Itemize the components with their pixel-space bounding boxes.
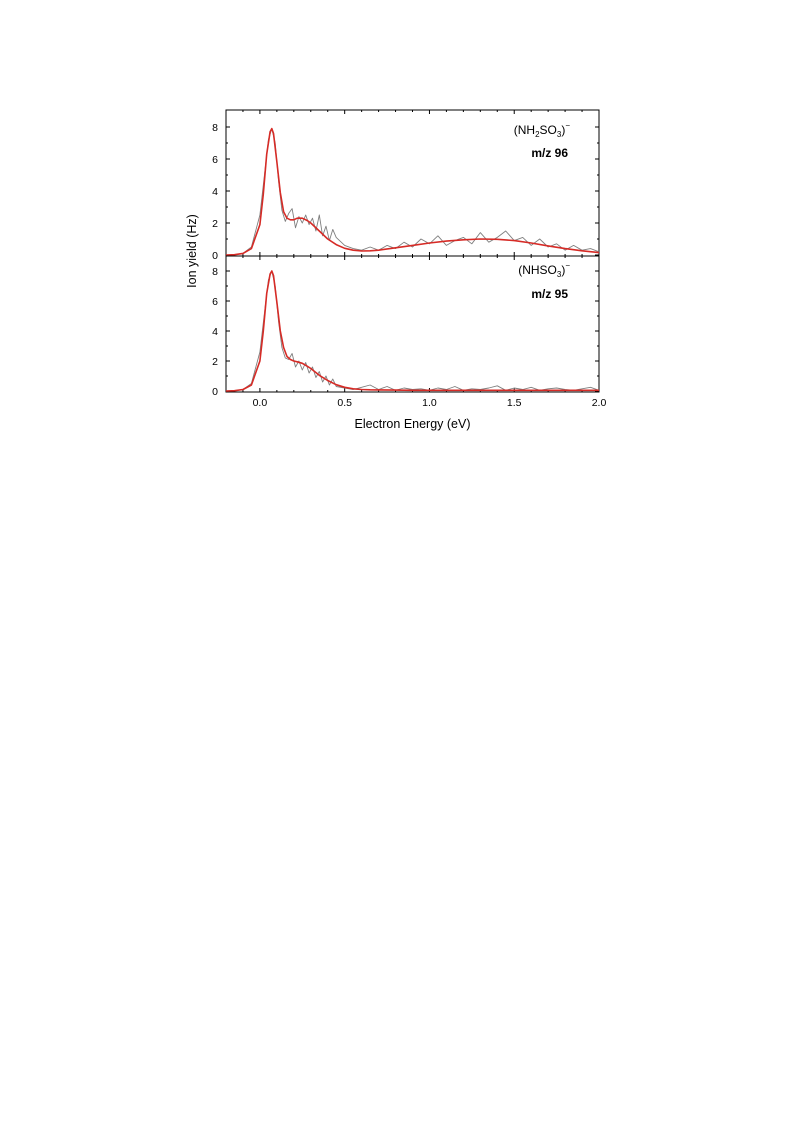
y-tick-label: 0 — [212, 386, 218, 398]
series-fit-line — [225, 127, 600, 256]
y-tick-label: 6 — [212, 296, 218, 308]
y-tick-label: 4 — [212, 186, 218, 198]
mz-label: m/z 96 — [531, 146, 568, 160]
x-axis-title: Electron Energy (eV) — [354, 417, 470, 431]
y-tick-label: 6 — [212, 154, 218, 166]
ion-label-text: ) — [561, 263, 565, 277]
ion-label-subscript: 2 — [535, 130, 540, 139]
x-tick-label: 0.5 — [337, 397, 352, 409]
x-tick-label: 1.0 — [422, 397, 437, 409]
y-tick-label: 2 — [212, 356, 218, 368]
ion-label-subscript: 3 — [557, 130, 562, 139]
y-tick-label: 8 — [212, 122, 218, 134]
ion-label-text: SO — [540, 123, 557, 137]
x-tick-label: 2.0 — [592, 397, 607, 409]
ion-label-superscript: − — [565, 121, 570, 130]
y-tick-label: 8 — [212, 266, 218, 278]
ion-label-subscript: 3 — [557, 270, 562, 279]
x-tick-label: 0.0 — [253, 397, 268, 409]
mz-label: m/z 95 — [531, 287, 568, 301]
y-tick-label: 0 — [212, 250, 218, 262]
y-tick-label: 4 — [212, 326, 218, 338]
panel-bottom: 0 2 4 6 8 0.0 0.5 1.0 1.5 2.0 (NHSO3)− m/z 95 — [212, 255, 607, 409]
ion-label-text: (NH — [514, 123, 535, 137]
ion-label-text: (NHSO — [518, 263, 557, 277]
y-tick-label: 2 — [212, 218, 218, 230]
y-axis-title: Ion yield (Hz) — [185, 214, 199, 288]
ion-label: (NHSO3)− — [518, 261, 570, 279]
ion-label-text: ) — [561, 123, 565, 137]
x-tick-label: 1.5 — [507, 397, 522, 409]
series-fit-line — [225, 270, 599, 392]
ion-label-superscript: − — [565, 261, 570, 270]
ion-label: (NH2SO3)− — [514, 121, 571, 139]
